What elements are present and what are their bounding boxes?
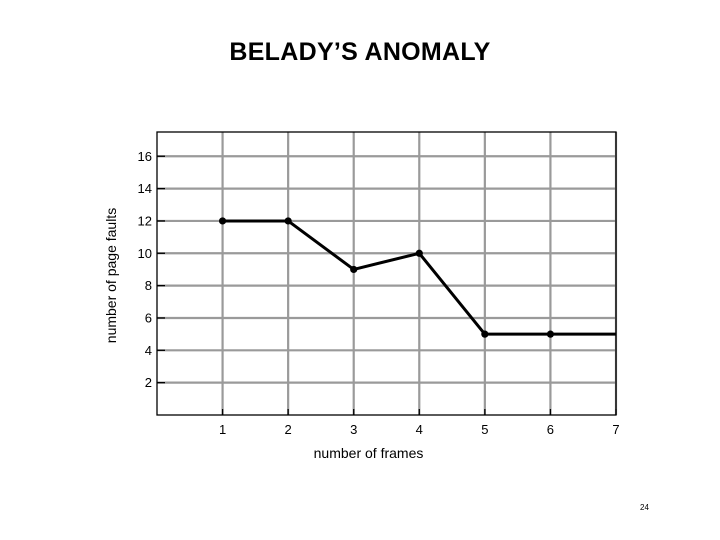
plot-frame xyxy=(156,131,617,416)
x-tick-label: 3 xyxy=(350,422,357,437)
x-tick-label: 6 xyxy=(547,422,554,437)
data-point xyxy=(350,265,358,274)
chart-frame xyxy=(156,131,617,416)
x-tick-label: 4 xyxy=(416,422,423,437)
y-axis-label: number of page faults xyxy=(103,208,119,343)
page-number: 24 xyxy=(640,503,649,512)
data-point xyxy=(481,330,489,338)
slide-title: BELADY’S ANOMALY xyxy=(0,38,720,67)
x-tick-label: 1 xyxy=(219,422,226,437)
data-point xyxy=(218,217,227,225)
data-point xyxy=(415,249,423,257)
y-tick-label: 14 xyxy=(138,181,152,196)
y-tick-label: 4 xyxy=(145,343,152,358)
x-tick-label: 5 xyxy=(481,422,488,437)
data-point xyxy=(546,330,555,338)
y-tick-label: 8 xyxy=(145,278,152,293)
x-axis-label: number of frames xyxy=(314,445,424,461)
x-tick-label: 7 xyxy=(612,422,619,437)
chart-labels: number of frames number of page faults xyxy=(103,208,423,461)
x-tick-label: 2 xyxy=(285,422,292,437)
y-tick-label: 12 xyxy=(138,213,152,228)
y-tick-label: 16 xyxy=(138,149,152,164)
y-tick-label: 6 xyxy=(145,310,152,325)
slide-title-text: BELADY’S ANOMALY xyxy=(229,38,491,66)
data-point xyxy=(284,217,292,225)
chart-series xyxy=(218,217,616,338)
chart-grid xyxy=(157,132,618,415)
y-tick-label: 2 xyxy=(145,375,152,390)
y-tick-label: 10 xyxy=(138,246,152,261)
